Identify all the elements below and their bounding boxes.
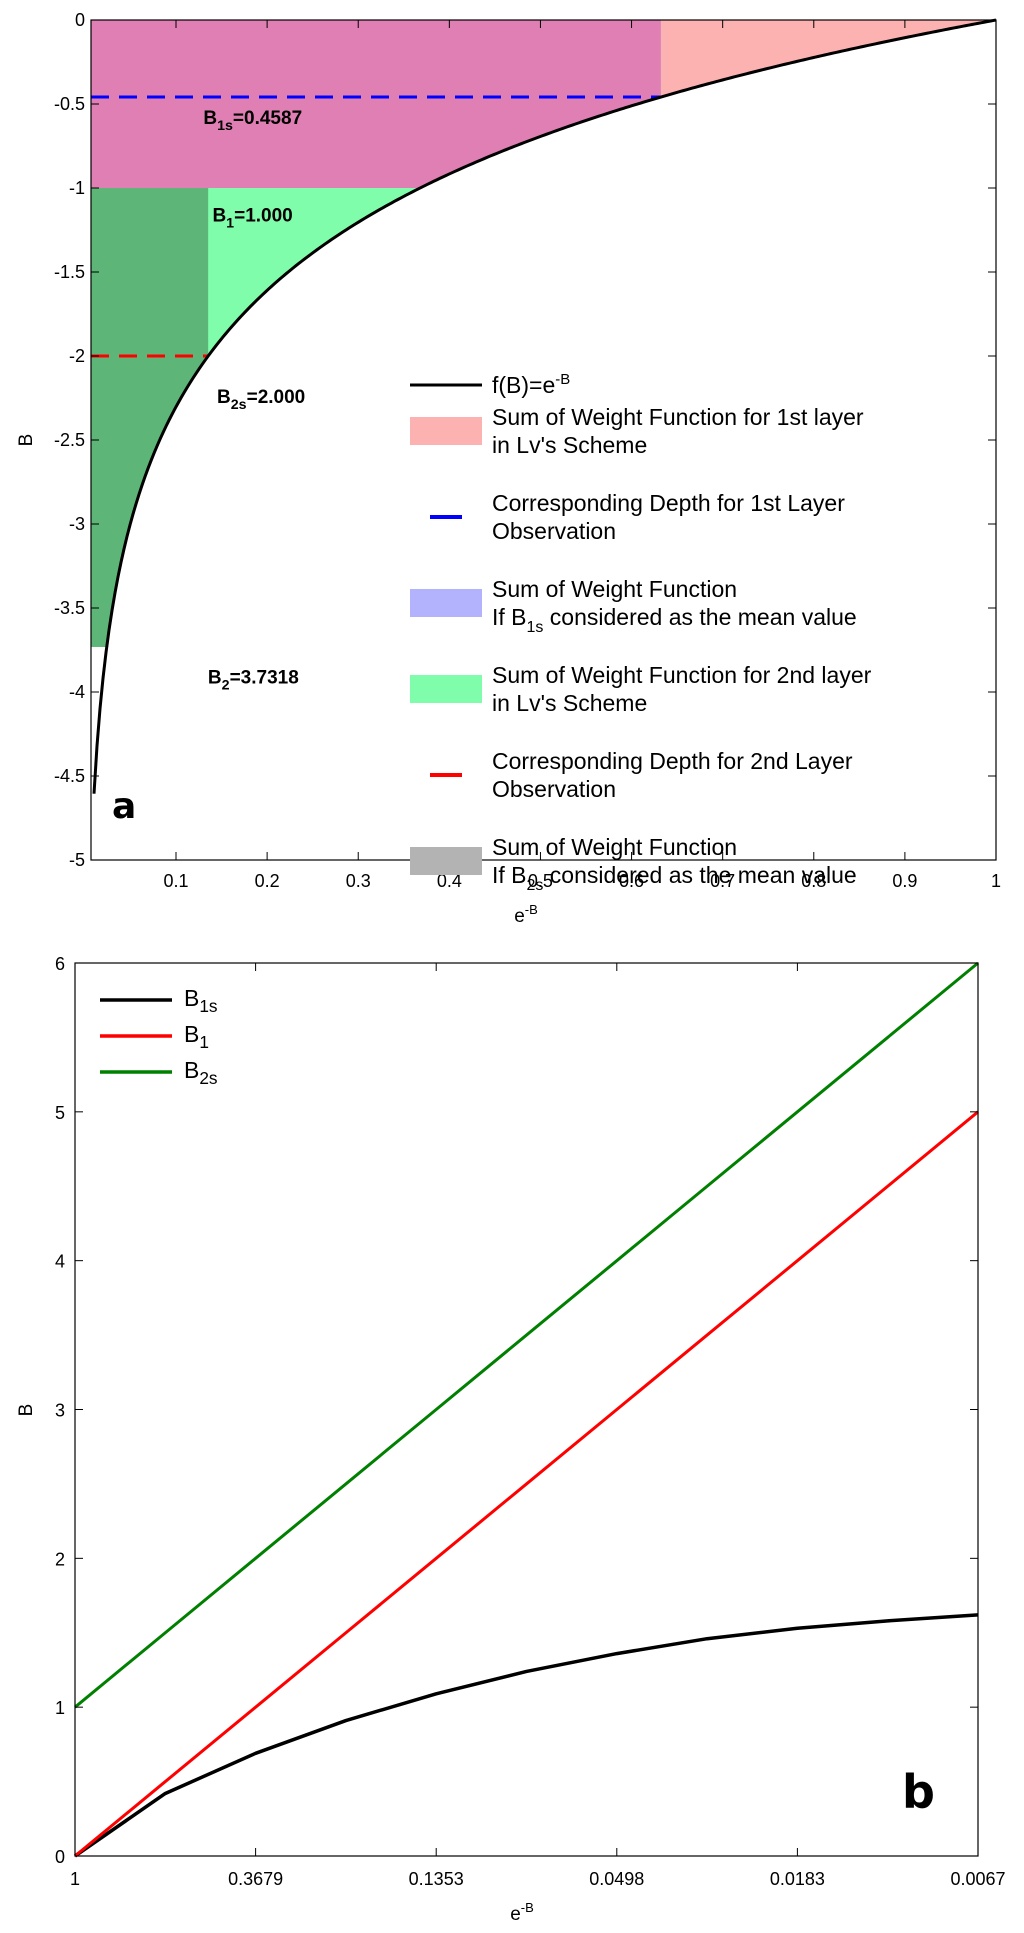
y-axis-label-b: B xyxy=(16,1404,37,1417)
x-tick-label: 1 xyxy=(70,1869,80,1889)
y-tick-label: -0.5 xyxy=(54,94,85,114)
x-tick-label: 0.4 xyxy=(437,871,462,891)
series-line-b2s xyxy=(74,961,979,1709)
x-tick-label: 0.7 xyxy=(710,871,735,891)
x-axis-label-a: e-B xyxy=(514,902,538,927)
series-line-b1s xyxy=(74,1613,979,1858)
depth-lines xyxy=(91,95,661,358)
x-tick-label: 0.0498 xyxy=(589,1869,644,1889)
y-tick-label: -3.5 xyxy=(54,598,85,618)
legend-entry-4-label-line1: Sum of Weight Function xyxy=(492,576,737,602)
x-tick-label: 0.8 xyxy=(801,871,826,891)
x-tick-label: 0.3 xyxy=(346,871,371,891)
y-tick-label: -2.5 xyxy=(54,430,85,450)
annotations: B1s=0.4587 B1=1.000 B2s=2.000 B2=3.7318 xyxy=(203,108,305,693)
legend-entry-6-label-line1: Corresponding Depth for 2nd Layer xyxy=(492,748,853,774)
axis-ticks-a: 0.1 0.2 0.3 0.4 0.5 0.6 0.7 0.8 0.9 1 0 -0.5 -1 -1.5 -… xyxy=(54,10,1001,891)
y-tick-label: 1 xyxy=(55,1698,65,1718)
x-tick-label: 0.0067 xyxy=(950,1869,1005,1889)
legend-b: B1s B1 B2s xyxy=(100,985,218,1088)
y-tick-label: -5 xyxy=(69,850,85,870)
legend-entry-5-label-line2: in Lv's Scheme xyxy=(492,690,647,716)
x-tick-label: 0.6 xyxy=(619,871,644,891)
y-tick-label: -4 xyxy=(69,682,85,702)
y-tick-label: 3 xyxy=(55,1401,65,1421)
annotation-b1s: B1s=0.4587 xyxy=(203,108,302,134)
chart-panel-a: B1s=0.4587 B1=1.000 B2s=2.000 B2=3.7318 0.1… xyxy=(16,10,1001,927)
y-tick-label: -3 xyxy=(69,514,85,534)
x-axis-label-b: e-B xyxy=(510,1900,534,1925)
x-tick-label: 1 xyxy=(991,871,1001,891)
panel-label-b: b xyxy=(902,1765,935,1819)
legend-entry-3-label-line2: Observation xyxy=(492,518,616,544)
legend-entry-4-label-line2: If B1s considered as the mean value xyxy=(492,604,857,636)
legend-entry-5-swatch xyxy=(410,675,482,703)
x-tick-label: 0.2 xyxy=(255,871,280,891)
x-tick-label: 0.5 xyxy=(528,871,553,891)
y-tick-label: -2 xyxy=(69,346,85,366)
y-axis-label-a: B xyxy=(16,434,37,447)
series-line-b1 xyxy=(74,1110,979,1858)
series-line-f-of-b xyxy=(92,18,997,794)
y-tick-label: 2 xyxy=(55,1549,65,1569)
panel-label-a: a xyxy=(112,786,136,827)
y-tick-label: 5 xyxy=(55,1103,65,1123)
annotation-b1: B1=1.000 xyxy=(212,206,292,232)
legend-label-b1: B1 xyxy=(184,1021,209,1052)
x-tick-label: 0.3679 xyxy=(228,1869,283,1889)
series-lines-b xyxy=(74,961,979,1858)
legend-entry-2-swatch xyxy=(410,417,482,445)
plot-frame-b xyxy=(74,962,979,1857)
weight-regions xyxy=(91,20,996,860)
legend-entry-4-swatch xyxy=(410,589,482,617)
x-tick-label: 0.9 xyxy=(892,871,917,891)
y-tick-label: 0 xyxy=(55,1847,65,1867)
y-tick-label: 6 xyxy=(55,954,65,974)
y-tick-label: -1 xyxy=(69,178,85,198)
y-tick-label: -1.5 xyxy=(54,262,85,282)
legend-entry-2-label-line2: in Lv's Scheme xyxy=(492,432,647,458)
legend-entry-7-swatch xyxy=(410,847,482,875)
legend-entry-1-label: f(B)=e-B xyxy=(492,371,570,398)
x-tick-label: 0.1353 xyxy=(409,1869,464,1889)
legend-a: f(B)=e-B Sum of Weight Function for 1st l… xyxy=(410,371,872,894)
region-below-curve xyxy=(94,20,996,860)
x-tick-label: 0.0183 xyxy=(770,1869,825,1889)
annotation-b2: B2=3.7318 xyxy=(208,668,299,694)
legend-entry-7-label-line2: If B2s considered as the mean value xyxy=(492,862,857,894)
legend-entry-7-label-line1: Sum of Weight Function xyxy=(492,834,737,860)
legend-entry-3-label-line1: Corresponding Depth for 1st Layer xyxy=(492,490,845,516)
legend-label-b2s: B2s xyxy=(184,1057,218,1088)
legend-label-b1s: B1s xyxy=(184,985,218,1016)
y-tick-label: -4.5 xyxy=(54,766,85,786)
y-tick-label: 4 xyxy=(55,1252,65,1272)
annotation-b2s: B2s=2.000 xyxy=(217,387,305,413)
x-tick-label: 0.1 xyxy=(163,871,188,891)
legend-entry-5-label-line1: Sum of Weight Function for 2nd layer xyxy=(492,662,872,688)
legend-entry-2-label-line1: Sum of Weight Function for 1st layer xyxy=(492,404,864,430)
y-tick-label: 0 xyxy=(75,10,85,30)
legend-entry-6-label-line2: Observation xyxy=(492,776,616,802)
